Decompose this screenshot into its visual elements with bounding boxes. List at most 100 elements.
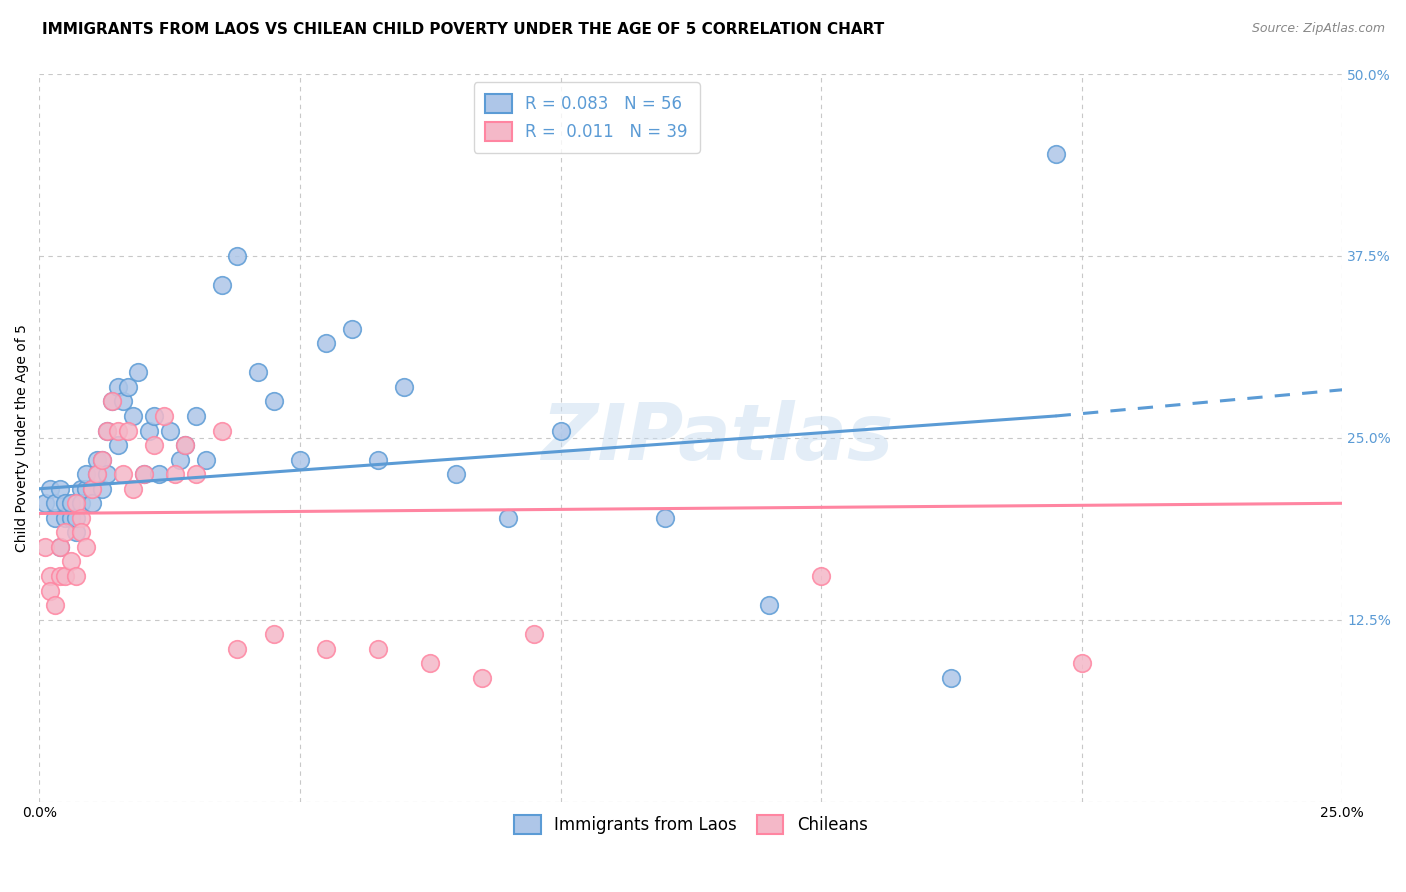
Point: [65, 511, 87, 525]
Point: [174, 438, 197, 452]
Point: [392, 380, 415, 394]
Text: IMMIGRANTS FROM LAOS VS CHILEAN CHILD POVERTY UNDER THE AGE OF 5 CORRELATION CHA: IMMIGRANTS FROM LAOS VS CHILEAN CHILD PO…: [42, 22, 884, 37]
Point: [211, 278, 233, 293]
Text: ZIPatlas: ZIPatlas: [541, 400, 893, 475]
Point: [117, 380, 139, 394]
Point: [810, 569, 832, 583]
Y-axis label: Child Poverty Under the Age of 5: Child Poverty Under the Age of 5: [15, 324, 30, 552]
Point: [184, 409, 207, 423]
Point: [91, 452, 114, 467]
Point: [96, 424, 118, 438]
Point: [55, 525, 77, 540]
Point: [65, 496, 87, 510]
Point: [143, 409, 166, 423]
Point: [127, 365, 149, 379]
Point: [96, 424, 118, 438]
Point: [184, 467, 207, 482]
Point: [49, 540, 72, 554]
Text: Source: ZipAtlas.com: Source: ZipAtlas.com: [1251, 22, 1385, 36]
Point: [44, 598, 66, 612]
Point: [44, 511, 66, 525]
Point: [446, 467, 468, 482]
Point: [59, 554, 82, 568]
Point: [44, 496, 66, 510]
Point: [163, 467, 186, 482]
Point: [159, 424, 181, 438]
Point: [75, 467, 97, 482]
Point: [367, 641, 389, 656]
Point: [80, 482, 103, 496]
Point: [138, 424, 160, 438]
Point: [49, 482, 72, 496]
Point: [247, 365, 270, 379]
Point: [132, 467, 155, 482]
Point: [55, 511, 77, 525]
Point: [49, 540, 72, 554]
Point: [153, 409, 176, 423]
Point: [49, 569, 72, 583]
Point: [263, 627, 285, 641]
Point: [70, 496, 93, 510]
Point: [91, 452, 114, 467]
Point: [315, 641, 337, 656]
Point: [96, 467, 118, 482]
Point: [288, 452, 311, 467]
Point: [59, 496, 82, 510]
Point: [65, 569, 87, 583]
Point: [59, 511, 82, 525]
Point: [122, 409, 145, 423]
Point: [1045, 147, 1067, 161]
Point: [70, 511, 93, 525]
Point: [86, 467, 108, 482]
Point: [101, 394, 124, 409]
Point: [38, 482, 60, 496]
Point: [471, 671, 494, 685]
Point: [758, 598, 780, 612]
Point: [117, 424, 139, 438]
Point: [1070, 657, 1092, 671]
Point: [132, 467, 155, 482]
Point: [941, 671, 963, 685]
Point: [101, 394, 124, 409]
Point: [80, 496, 103, 510]
Point: [169, 452, 191, 467]
Point: [55, 496, 77, 510]
Point: [654, 511, 676, 525]
Point: [55, 569, 77, 583]
Point: [148, 467, 170, 482]
Point: [34, 496, 56, 510]
Point: [498, 511, 520, 525]
Point: [75, 482, 97, 496]
Point: [550, 424, 572, 438]
Point: [211, 424, 233, 438]
Legend: Immigrants from Laos, Chileans: Immigrants from Laos, Chileans: [503, 805, 877, 844]
Point: [263, 394, 285, 409]
Point: [107, 438, 129, 452]
Point: [143, 438, 166, 452]
Point: [226, 249, 249, 263]
Point: [419, 657, 441, 671]
Point: [367, 452, 389, 467]
Point: [38, 583, 60, 598]
Point: [111, 467, 134, 482]
Point: [340, 321, 363, 335]
Point: [80, 482, 103, 496]
Point: [70, 525, 93, 540]
Point: [75, 540, 97, 554]
Point: [111, 394, 134, 409]
Point: [70, 482, 93, 496]
Point: [38, 569, 60, 583]
Point: [86, 452, 108, 467]
Point: [315, 336, 337, 351]
Point: [107, 424, 129, 438]
Point: [107, 380, 129, 394]
Point: [65, 525, 87, 540]
Point: [34, 540, 56, 554]
Point: [195, 452, 218, 467]
Point: [86, 467, 108, 482]
Point: [226, 641, 249, 656]
Point: [122, 482, 145, 496]
Point: [174, 438, 197, 452]
Point: [523, 627, 546, 641]
Point: [91, 482, 114, 496]
